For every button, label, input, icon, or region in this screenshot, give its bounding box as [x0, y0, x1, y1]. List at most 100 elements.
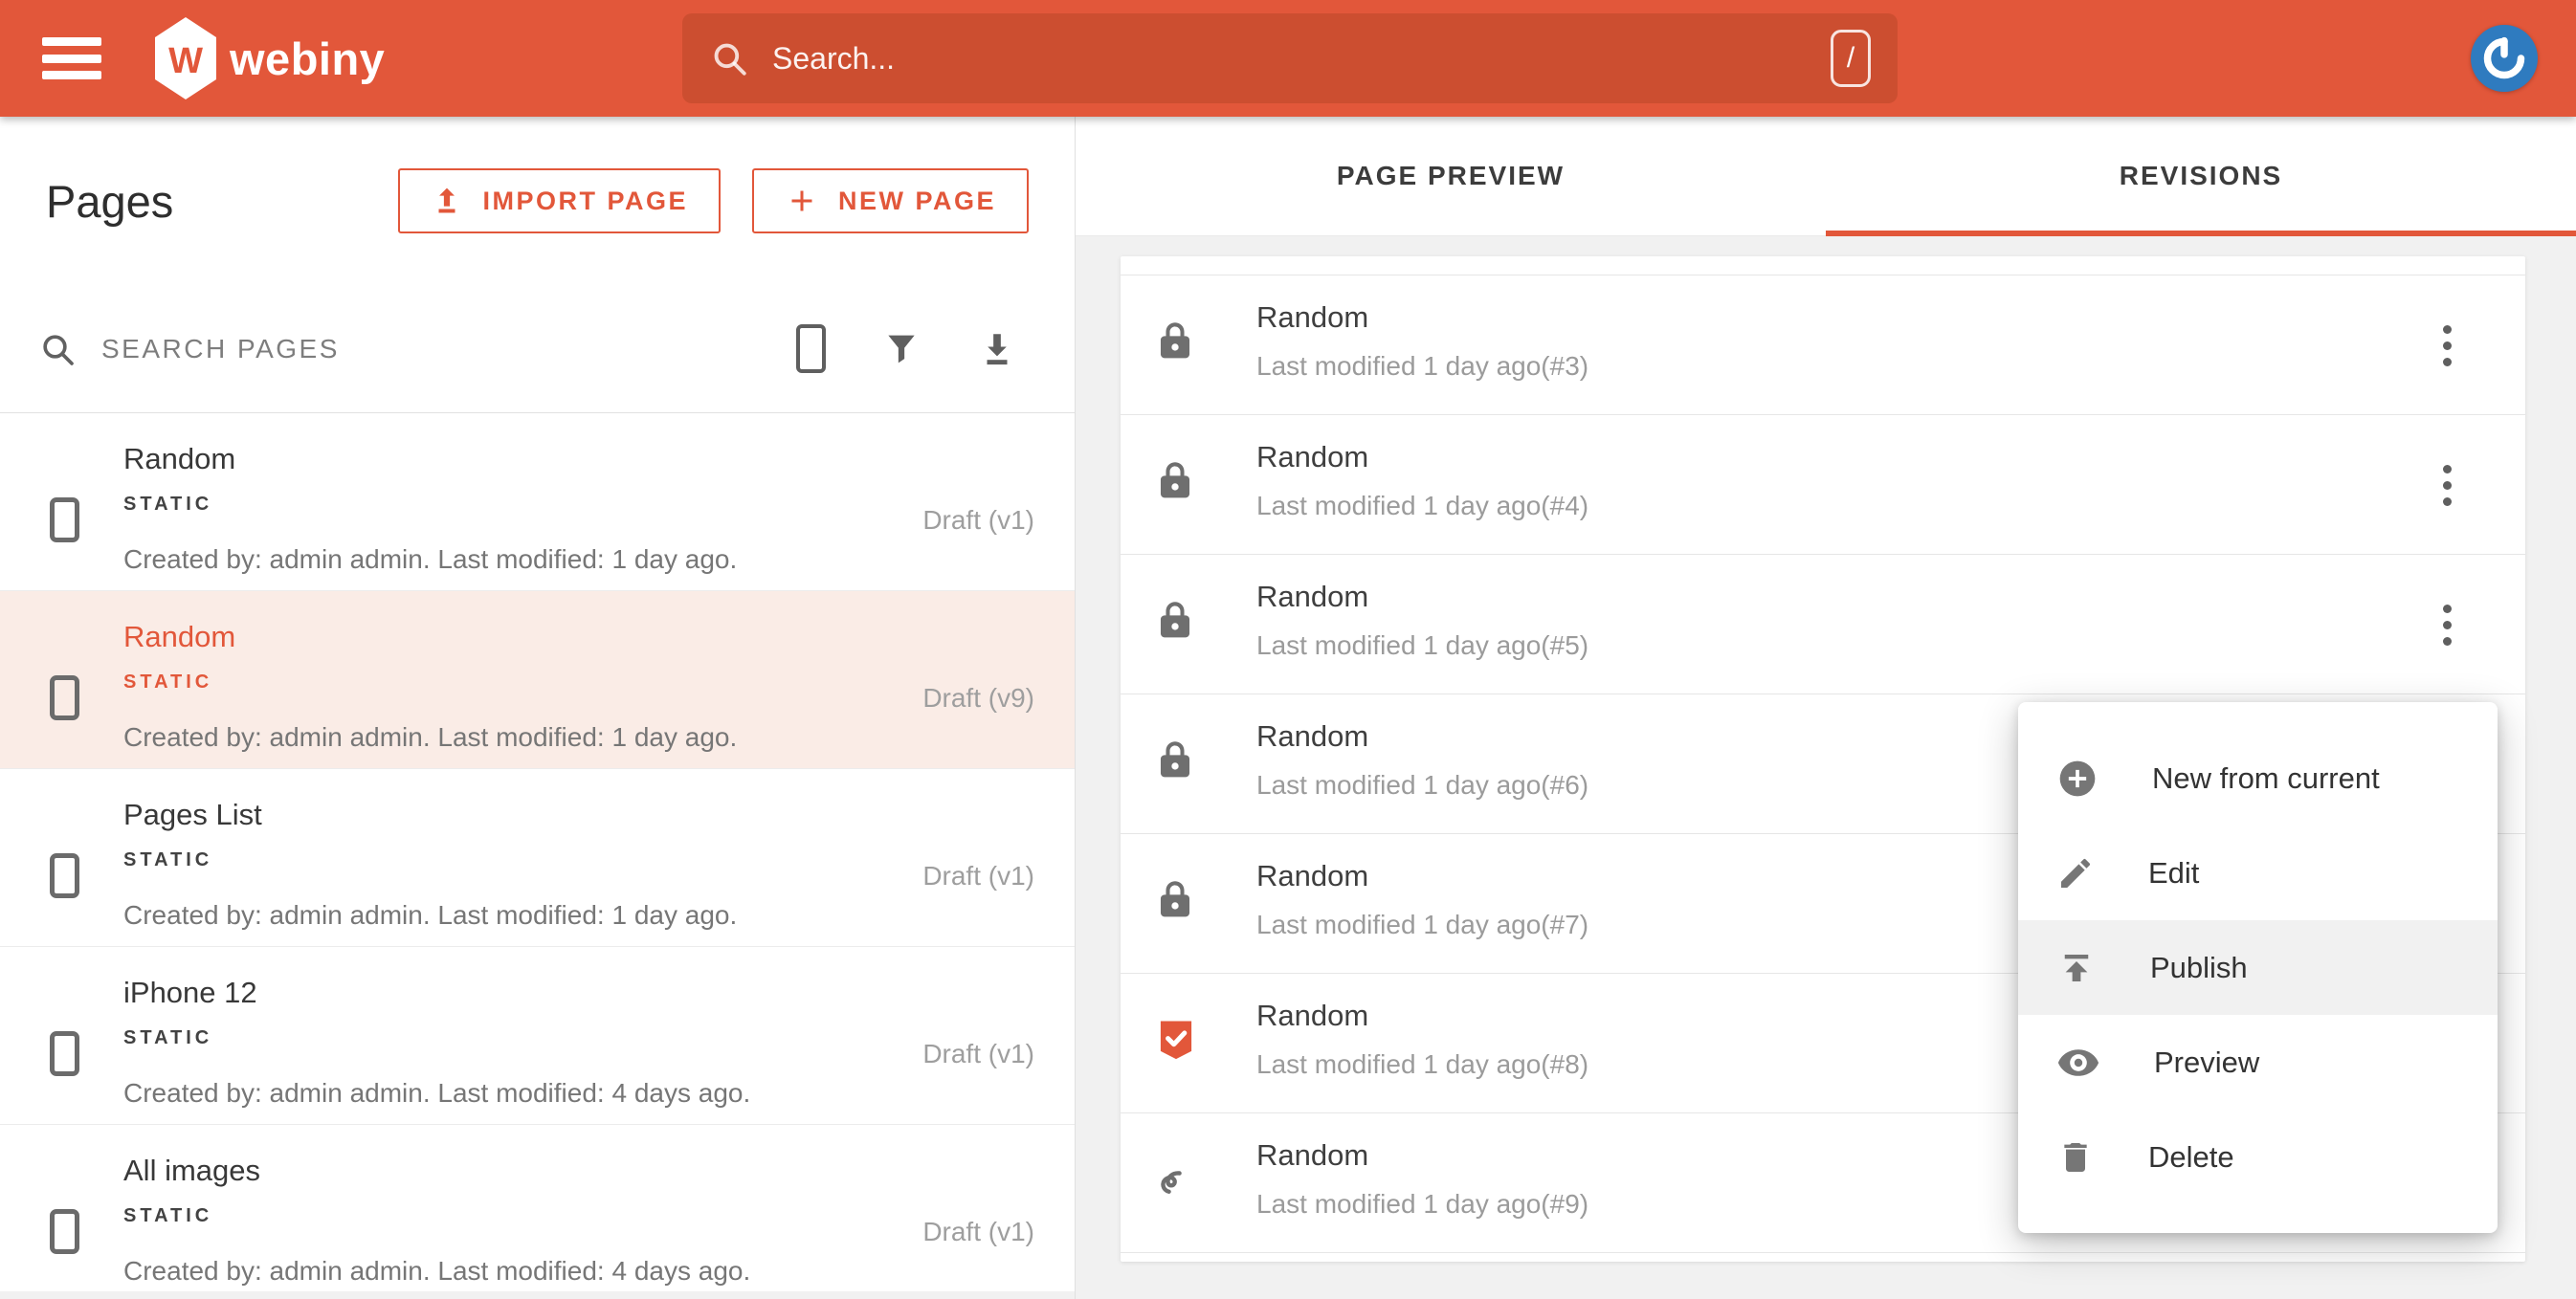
page-item-title: All images [123, 1154, 260, 1187]
revision-row[interactable]: Random Last modified 1 day ago(#3) [1121, 275, 2525, 415]
kebab-menu-icon[interactable] [2424, 453, 2470, 517]
page-item-meta: Created by: admin admin. Last modified: … [123, 544, 738, 574]
global-search-bar: / [682, 13, 1898, 103]
page-list-item-selected[interactable]: Random STATIC Draft (v9) Created by: adm… [0, 591, 1075, 769]
page-item-status: Draft (v9) [922, 683, 1034, 713]
new-page-button[interactable]: NEW PAGE [751, 168, 1029, 233]
global-search-input[interactable] [772, 40, 1831, 77]
webiny-logo[interactable]: W webiny [155, 17, 385, 99]
page-item-type: STATIC [123, 494, 213, 515]
hamburger-menu-icon[interactable] [42, 37, 101, 79]
user-avatar[interactable] [2471, 25, 2538, 92]
webiny-hexagon-icon: W [155, 17, 216, 99]
revision-row[interactable]: Random Last modified 1 day ago(#5) [1121, 555, 2525, 694]
page-item-title: iPhone 12 [123, 976, 257, 1009]
gravatar-icon [2483, 36, 2525, 79]
menu-item-publish[interactable]: Publish [2018, 920, 2498, 1015]
search-pages-input[interactable] [101, 333, 796, 364]
search-pages-bar [0, 285, 1075, 413]
active-tab-underline [1826, 231, 2576, 236]
kebab-menu-icon[interactable] [2424, 593, 2470, 656]
page-item-title: Random [123, 620, 236, 653]
menu-item-edit[interactable]: Edit [2018, 826, 2498, 920]
published-shield-check-icon [1160, 1021, 1192, 1060]
revision-context-menu: New from current Edit Publish Preview De… [2018, 702, 2498, 1233]
add-circle-icon [2059, 760, 2096, 796]
page-item-type: STATIC [123, 1027, 213, 1048]
row-checkbox[interactable] [50, 497, 79, 542]
revision-title: Random [1256, 1138, 1369, 1172]
page-list-item[interactable]: Pages List STATIC Draft (v1) Created by:… [0, 769, 1075, 947]
revision-subtitle: Last modified 1 day ago(#9) [1256, 1189, 1589, 1219]
page-item-type: STATIC [123, 1205, 213, 1226]
page-item-meta: Created by: admin admin. Last modified: … [123, 1256, 751, 1286]
lock-icon [1160, 602, 1190, 638]
pages-list-panel: Pages IMPORT PAGE NEW PAGE [0, 117, 1076, 1299]
page-item-type: STATIC [123, 849, 213, 870]
menu-item-preview[interactable]: Preview [2018, 1015, 2498, 1110]
lock-icon [1160, 741, 1190, 778]
menu-item-new-from-current[interactable]: New from current [2018, 731, 2498, 826]
page-item-status: Draft (v1) [922, 505, 1034, 535]
tab-page-preview[interactable]: PAGE PREVIEW [1076, 117, 1826, 235]
page-item-status: Draft (v1) [922, 861, 1034, 891]
draft-gesture-icon [1161, 1171, 1182, 1194]
revision-subtitle: Last modified 1 day ago(#7) [1256, 910, 1589, 939]
lock-icon [1160, 881, 1190, 917]
revision-row-partial [1121, 256, 2525, 275]
tab-revisions[interactable]: REVISIONS [1826, 117, 2576, 235]
multi-select-button[interactable] [796, 324, 826, 373]
page-item-status: Draft (v1) [922, 1039, 1034, 1068]
details-tabs: PAGE PREVIEW REVISIONS [1076, 117, 2576, 236]
export-download-button[interactable] [977, 329, 1017, 369]
pencil-icon [2061, 858, 2091, 888]
lock-icon [1160, 462, 1190, 498]
page-item-title: Pages List [123, 798, 262, 831]
revision-subtitle: Last modified 1 day ago(#8) [1256, 1049, 1589, 1079]
revision-title: Random [1256, 999, 1369, 1032]
revision-title: Random [1256, 300, 1369, 334]
filter-icon [888, 335, 915, 363]
revision-row[interactable]: Random Last modified 1 day ago(#7) [1121, 834, 2525, 974]
revision-title: Random [1256, 580, 1369, 613]
page-item-meta: Created by: admin admin. Last modified: … [123, 722, 738, 752]
trash-icon [2064, 1142, 2087, 1172]
filter-button[interactable] [881, 329, 922, 369]
page-title: Pages [46, 175, 174, 227]
kebab-menu-icon[interactable] [2424, 314, 2470, 377]
row-checkbox[interactable] [50, 1209, 79, 1254]
page-list-item[interactable]: Random STATIC Draft (v1) Created by: adm… [0, 413, 1075, 591]
revision-subtitle: Last modified 1 day ago(#6) [1256, 770, 1589, 800]
upload-icon [438, 187, 455, 213]
page-list-item[interactable]: All images STATIC Draft (v1) Created by:… [0, 1125, 1075, 1299]
publish-icon [2064, 954, 2089, 981]
menu-item-delete[interactable]: Delete [2018, 1110, 2498, 1204]
revision-subtitle: Last modified 1 day ago(#5) [1256, 630, 1589, 660]
row-checkbox[interactable] [50, 1031, 79, 1076]
revision-title: Random [1256, 859, 1369, 892]
search-icon [714, 43, 746, 76]
revision-title: Random [1256, 440, 1369, 473]
revision-title: Random [1256, 719, 1369, 753]
slash-shortcut-badge: / [1831, 30, 1871, 87]
revision-subtitle: Last modified 1 day ago(#4) [1256, 491, 1589, 520]
page-item-meta: Created by: admin admin. Last modified: … [123, 1078, 751, 1108]
pages-header: Pages IMPORT PAGE NEW PAGE [0, 117, 1075, 285]
select-square-icon [796, 324, 826, 373]
download-icon [987, 333, 1008, 364]
import-page-button[interactable]: IMPORT PAGE [398, 168, 721, 233]
lock-icon [1160, 322, 1190, 359]
row-checkbox[interactable] [50, 853, 79, 898]
plus-icon [791, 190, 812, 211]
page-list-item[interactable]: iPhone 12 STATIC Draft (v1) Created by: … [0, 947, 1075, 1125]
page-item-status: Draft (v1) [922, 1217, 1034, 1246]
search-icon [43, 334, 74, 365]
revision-row[interactable]: Random Last modified 1 day ago(#4) [1121, 415, 2525, 555]
page-item-type: STATIC [123, 672, 213, 693]
row-checkbox[interactable] [50, 675, 79, 720]
svg-text:W: W [168, 41, 203, 81]
revision-subtitle: Last modified 1 day ago(#3) [1256, 351, 1589, 381]
revision-row[interactable]: Random Last modified 1 day ago(#9) [1121, 1113, 2525, 1253]
page-item-title: Random [123, 442, 236, 475]
page-item-meta: Created by: admin admin. Last modified: … [123, 900, 738, 930]
